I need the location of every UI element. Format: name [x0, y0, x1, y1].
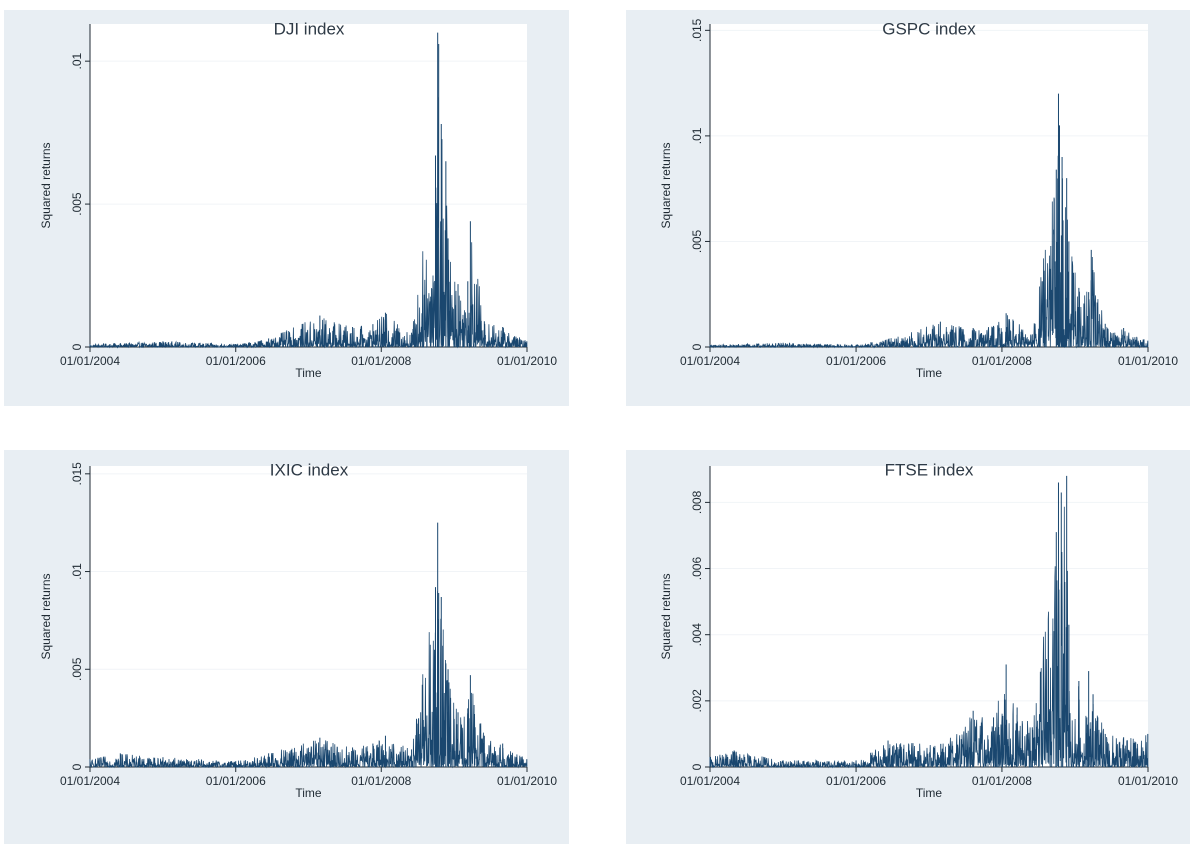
x-tick-label: 01/01/2010	[1118, 354, 1178, 368]
ixic-chart-svg: .015 .01 .005 0 01/01/2004 01/01/2006 01/01/20…	[39, 460, 557, 800]
plot-area	[710, 24, 1148, 347]
x-tick-label: 01/01/2006	[826, 774, 886, 788]
plot-area	[710, 466, 1148, 767]
chart-title: GSPC index	[882, 19, 976, 38]
y-tick-label: 0	[690, 763, 704, 770]
ixic-chart-panel: .015 .01 .005 0 01/01/2004 01/01/2006 01/01/20…	[4, 450, 569, 844]
y-axis-label: Squared returns	[659, 142, 673, 228]
ftse-chart-panel: .008 .006 .004 .002 0 01/01/2004 01/01/2006 01/…	[626, 450, 1190, 844]
x-tick-label: 01/01/2004	[60, 354, 120, 368]
y-tick-label: .005	[70, 192, 84, 216]
x-tick-label: 01/01/2008	[351, 774, 411, 788]
y-tick-label: .008	[690, 490, 704, 514]
dji-chart-svg: .01 .005 0 01/01/2004 01/01/2006 01/01/2008 01…	[39, 19, 557, 380]
chart-title: DJI index	[274, 19, 345, 38]
y-tick-label: .005	[690, 229, 704, 253]
x-axis-label: Time	[916, 366, 943, 380]
gspc-chart-panel: .015 .01 .005 0 01/01/2004 01/01/2006 01/01/20…	[626, 10, 1190, 406]
y-axis-label: Squared returns	[659, 573, 673, 659]
x-tick-label: 01/01/2006	[826, 354, 886, 368]
y-axis-label: Squared returns	[39, 142, 53, 228]
gspc-chart-svg: .015 .01 .005 0 01/01/2004 01/01/2006 01/01/20…	[659, 18, 1178, 380]
y-tick-label: .01	[70, 563, 84, 580]
y-tick-label: 0	[70, 763, 84, 770]
dji-chart-panel: .01 .005 0 01/01/2004 01/01/2006 01/01/2008 01…	[4, 10, 569, 406]
x-tick-label: 01/01/2010	[497, 354, 557, 368]
x-axis-label: Time	[295, 786, 322, 800]
x-tick-label: 01/01/2010	[497, 774, 557, 788]
plot-area	[90, 24, 527, 347]
x-tick-label: 01/01/2008	[972, 354, 1032, 368]
y-tick-label: .015	[690, 18, 704, 42]
x-tick-label: 01/01/2004	[680, 354, 740, 368]
y-tick-label: 0	[690, 343, 704, 350]
x-tick-label: 01/01/2004	[680, 774, 740, 788]
ftse-chart-svg: .008 .006 .004 .002 0 01/01/2004 01/01/2006 01/…	[659, 460, 1178, 800]
y-tick-label: .01	[690, 127, 704, 144]
chart-title: FTSE index	[885, 460, 974, 479]
plot-area	[90, 466, 527, 767]
y-tick-label: .002	[690, 689, 704, 713]
x-axis-label: Time	[295, 366, 322, 380]
x-axis-label: Time	[916, 786, 943, 800]
x-tick-label: 01/01/2006	[206, 354, 266, 368]
x-tick-label: 01/01/2010	[1118, 774, 1178, 788]
x-tick-label: 01/01/2008	[351, 354, 411, 368]
y-tick-label: .01	[70, 52, 84, 69]
y-tick-label: .005	[70, 657, 84, 681]
y-tick-label: 0	[70, 343, 84, 350]
x-tick-label: 01/01/2008	[972, 774, 1032, 788]
y-tick-label: .004	[690, 623, 704, 647]
y-tick-label: .006	[690, 557, 704, 581]
y-axis-label: Squared returns	[39, 573, 53, 659]
x-tick-label: 01/01/2006	[206, 774, 266, 788]
chart-title: IXIC index	[270, 460, 349, 479]
x-tick-label: 01/01/2004	[60, 774, 120, 788]
y-tick-label: .015	[70, 462, 84, 486]
